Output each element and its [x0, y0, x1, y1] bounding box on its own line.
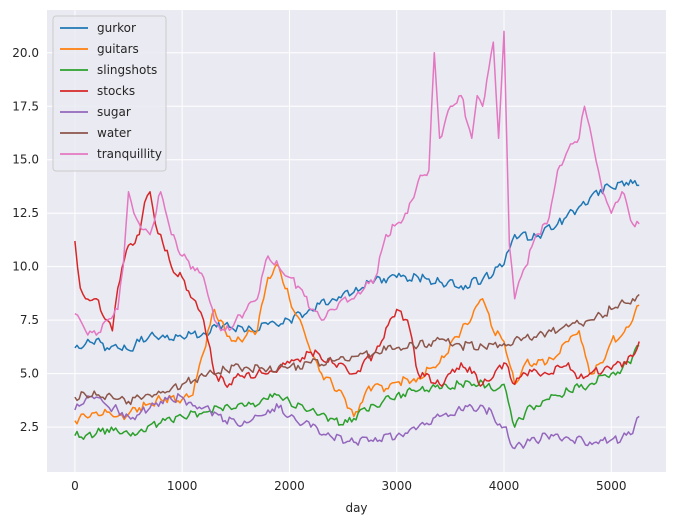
x-tick-label: 1000: [167, 479, 198, 493]
y-tick-label: 15.0: [12, 153, 39, 167]
y-tick-label: 20.0: [12, 46, 39, 60]
series-line-stocks: [74, 191, 640, 388]
legend-label-guitars: guitars: [97, 42, 139, 56]
grid: [47, 10, 666, 472]
y-tick-label: 17.5: [12, 99, 39, 113]
y-tick-label: 10.0: [12, 260, 39, 274]
legend-label-tranquillity: tranquillity: [97, 147, 162, 161]
y-tick-labels: 2.5 5.0 7.5 10.0 12.5 15.0 17.5 20.0: [12, 46, 39, 434]
series-line-gurkor: [74, 179, 640, 352]
y-tick-label: 2.5: [20, 420, 39, 434]
x-tick-labels: 0 1000 2000 3000 4000 5000: [71, 479, 626, 493]
legend-label-stocks: stocks: [97, 84, 135, 98]
legend: gurkor guitars slingshots stocks sugar water t…: [52, 15, 167, 172]
legend-label-water: water: [97, 126, 131, 140]
x-tick-label: 2000: [274, 479, 305, 493]
y-tick-label: 12.5: [12, 206, 39, 220]
x-tick-label: 4000: [489, 479, 520, 493]
series-line-slingshots: [74, 344, 640, 440]
x-axis-label: day: [345, 501, 367, 515]
series-line-tranquillity: [74, 30, 640, 336]
series-line-sugar: [74, 393, 640, 450]
series-layer: [74, 30, 640, 450]
x-tick-label: 0: [71, 479, 79, 493]
x-tick-label: 3000: [381, 479, 412, 493]
series-line-water: [74, 293, 640, 406]
legend-label-slingshots: slingshots: [97, 63, 157, 77]
y-tick-label: 7.5: [20, 313, 39, 327]
y-tick-label: 5.0: [20, 367, 39, 381]
x-tick-label: 5000: [596, 479, 627, 493]
legend-label-gurkor: gurkor: [97, 21, 136, 35]
legend-label-sugar: sugar: [97, 105, 131, 119]
